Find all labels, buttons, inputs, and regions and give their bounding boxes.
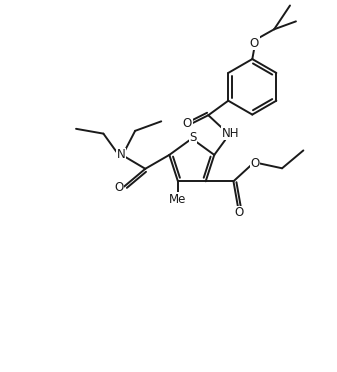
Text: O: O bbox=[115, 181, 124, 194]
Text: O: O bbox=[250, 37, 259, 50]
Text: O: O bbox=[250, 157, 259, 170]
Text: N: N bbox=[117, 148, 126, 161]
Text: Me: Me bbox=[169, 193, 187, 206]
Text: O: O bbox=[235, 206, 244, 219]
Text: NH: NH bbox=[221, 126, 239, 140]
Text: O: O bbox=[183, 117, 192, 130]
Text: S: S bbox=[189, 131, 196, 144]
